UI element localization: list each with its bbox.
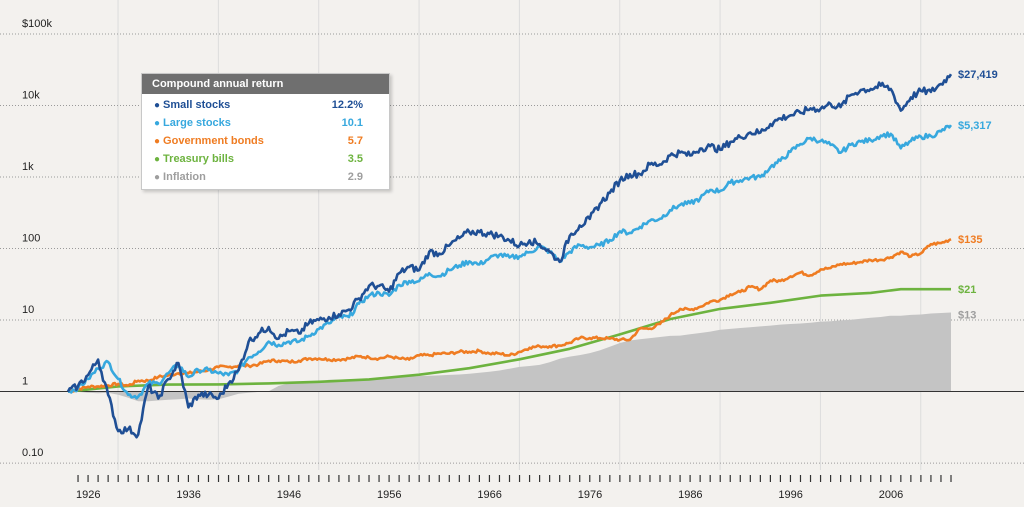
vertical-gridlines — [117, 0, 922, 470]
y-tick-label: 10k — [22, 90, 40, 102]
legend-label-wrap: ● Small stocks — [154, 99, 230, 111]
x-tick-label: 1976 — [578, 489, 602, 501]
x-tick-label: 1966 — [477, 489, 501, 501]
series-line-small-stocks — [66, 73, 953, 439]
legend-row-government-bonds: ● Government bonds 5.7 — [142, 132, 389, 150]
series-line-large-stocks — [68, 124, 953, 400]
x-tick-label: 1996 — [778, 489, 802, 501]
legend-dot-icon: ● — [154, 172, 161, 183]
legend-return: 2.9 — [347, 171, 363, 183]
end-label: $13 — [958, 310, 976, 322]
legend-return: 3.5 — [347, 153, 363, 165]
end-label: $5,317 — [958, 120, 992, 132]
y-tick-label: $100k — [22, 18, 52, 30]
legend-label: Government bonds — [163, 135, 264, 147]
y-tick-label: 0.10 — [22, 447, 43, 459]
area-series — [68, 312, 951, 402]
legend-label: Large stocks — [163, 117, 231, 129]
x-tick-label: 1946 — [277, 489, 301, 501]
legend-return: 10.1 — [341, 117, 363, 129]
y-tick-label: 1 — [22, 376, 28, 388]
legend-dot-icon: ● — [154, 154, 161, 165]
legend-return: 5.7 — [347, 135, 363, 147]
y-tick-label: 100 — [22, 233, 40, 245]
legend-row-small-stocks: ● Small stocks 12.2% — [142, 96, 389, 114]
legend-dot-icon: ● — [154, 118, 161, 129]
y-tick-label: 10 — [22, 304, 34, 316]
legend-label: Small stocks — [163, 99, 231, 111]
series-area-inflation — [68, 312, 951, 402]
legend-row-treasury-bills: ● Treasury bills 3.5 — [142, 150, 389, 168]
legend-title: Compound annual return — [142, 74, 389, 94]
x-tick-label: 1986 — [678, 489, 702, 501]
x-tick-label: 2006 — [879, 489, 903, 501]
legend-row-inflation: ● Inflation 2.9 — [142, 168, 389, 186]
end-labels: $27,419 $5,317 $135 $21 $13 — [958, 69, 998, 321]
legend-label-wrap: ● Treasury bills — [154, 153, 234, 165]
legend: Compound annual return ● Small stocks 12.… — [141, 73, 390, 190]
x-tick-label: 1956 — [377, 489, 401, 501]
series-line-government-bonds — [67, 238, 952, 393]
legend-dot-icon: ● — [154, 136, 161, 147]
x-tick-label: 1926 — [76, 489, 100, 501]
x-tick-label: 1936 — [176, 489, 200, 501]
legend-label-wrap: ● Large stocks — [154, 117, 231, 129]
end-label: $21 — [958, 284, 976, 296]
legend-rows: ● Small stocks 12.2% ● Large stocks 10.1 ●… — [142, 94, 389, 189]
y-tick-label: 1k — [22, 161, 34, 173]
end-label: $27,419 — [958, 69, 998, 81]
line-series — [66, 73, 953, 439]
legend-label: Inflation — [163, 171, 206, 183]
x-axis: 1926 1936 1946 1956 1966 1976 1986 1996 2006 — [76, 475, 952, 501]
end-label: $135 — [958, 234, 982, 246]
legend-dot-icon: ● — [154, 100, 161, 111]
legend-label: Treasury bills — [163, 153, 234, 165]
legend-return: 12.2% — [331, 99, 363, 111]
y-axis-labels: $100k 10k 1k 100 10 1 0.10 — [22, 18, 52, 459]
legend-label-wrap: ● Inflation — [154, 171, 206, 183]
legend-row-large-stocks: ● Large stocks 10.1 — [142, 114, 389, 132]
legend-label-wrap: ● Government bonds — [154, 135, 264, 147]
